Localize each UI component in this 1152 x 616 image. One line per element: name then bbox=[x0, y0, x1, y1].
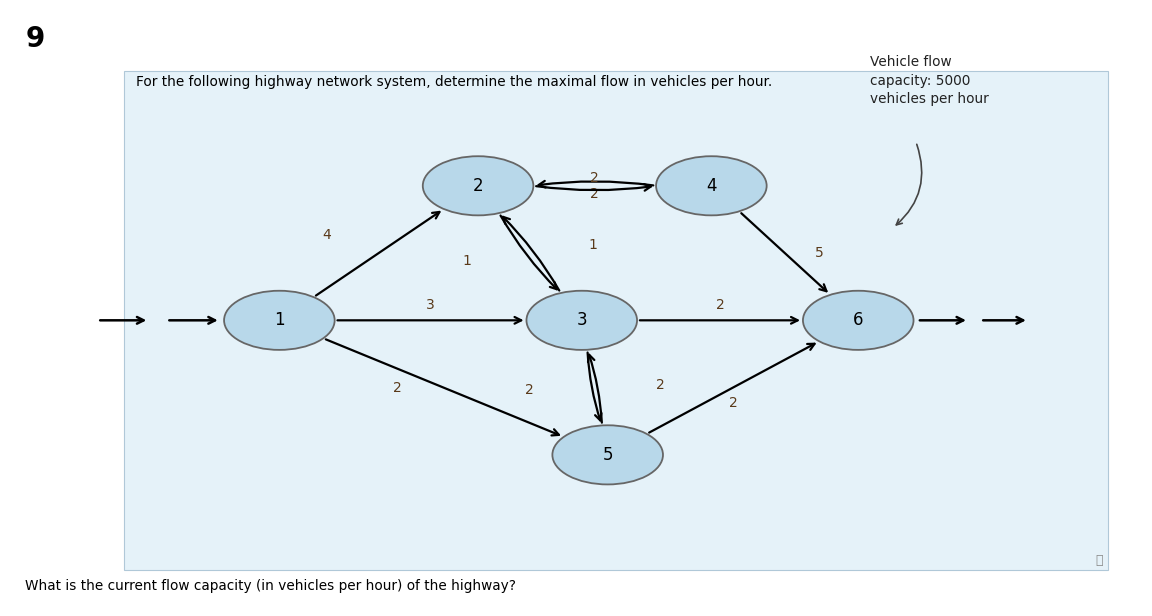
Text: 5: 5 bbox=[814, 246, 824, 260]
Circle shape bbox=[423, 156, 533, 216]
Text: 1: 1 bbox=[463, 254, 471, 268]
Circle shape bbox=[526, 291, 637, 350]
Text: 1: 1 bbox=[274, 311, 285, 330]
Circle shape bbox=[553, 425, 664, 484]
Text: 3: 3 bbox=[426, 298, 435, 312]
Text: 2: 2 bbox=[655, 378, 665, 392]
Text: 2: 2 bbox=[472, 177, 484, 195]
Text: 9: 9 bbox=[25, 25, 45, 52]
Circle shape bbox=[223, 291, 334, 350]
Text: Vehicle flow
capacity: 5000
vehicles per hour: Vehicle flow capacity: 5000 vehicles per… bbox=[870, 55, 988, 106]
Text: 2: 2 bbox=[715, 298, 725, 312]
Circle shape bbox=[655, 156, 767, 216]
Text: 2: 2 bbox=[525, 383, 533, 397]
Text: 2: 2 bbox=[728, 396, 737, 410]
Text: 4: 4 bbox=[323, 227, 332, 241]
Text: 2: 2 bbox=[590, 187, 599, 201]
Text: 2: 2 bbox=[393, 381, 402, 395]
Text: ⓘ: ⓘ bbox=[1094, 554, 1102, 567]
Text: 1: 1 bbox=[589, 238, 597, 252]
Text: 3: 3 bbox=[576, 311, 588, 330]
Circle shape bbox=[803, 291, 914, 350]
Text: For the following highway network system, determine the maximal flow in vehicles: For the following highway network system… bbox=[136, 75, 772, 89]
Text: 5: 5 bbox=[602, 446, 613, 464]
Text: 2: 2 bbox=[590, 171, 599, 185]
Text: 4: 4 bbox=[706, 177, 717, 195]
FancyBboxPatch shape bbox=[124, 71, 1108, 570]
Text: 6: 6 bbox=[852, 311, 864, 330]
Text: What is the current flow capacity (in vehicles per hour) of the highway?: What is the current flow capacity (in ve… bbox=[25, 579, 516, 593]
